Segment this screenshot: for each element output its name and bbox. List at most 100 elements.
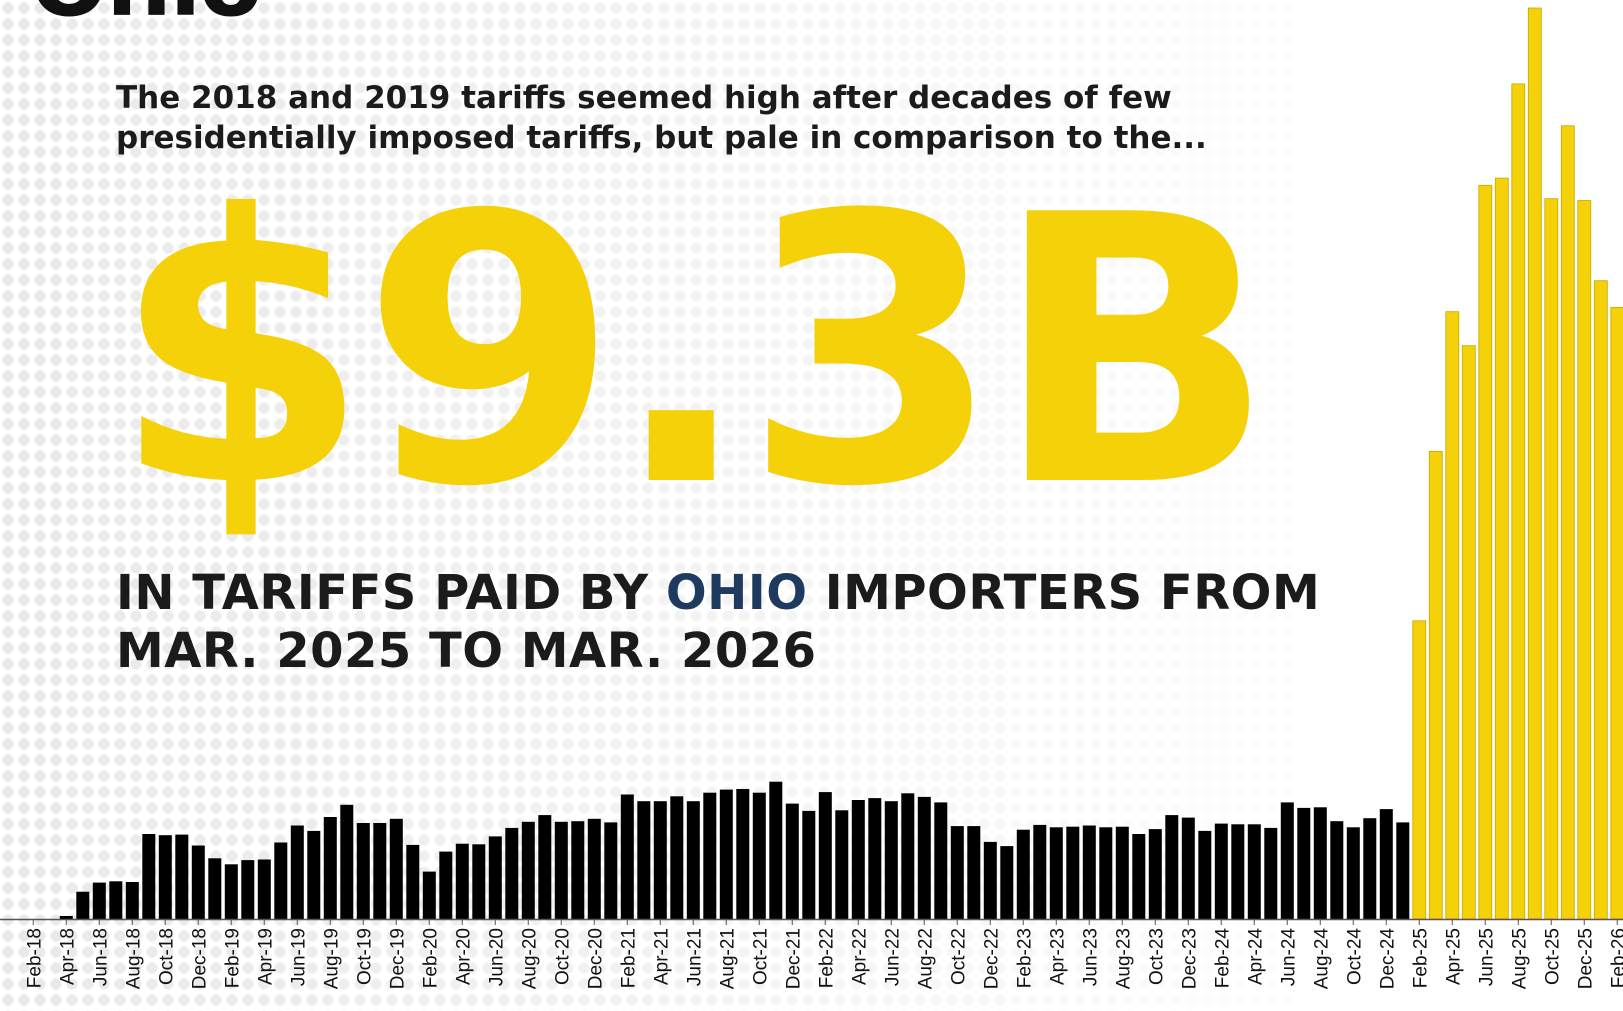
x-tick-label: Feb-18	[24, 928, 45, 988]
bar	[1214, 823, 1228, 919]
bar	[835, 810, 849, 919]
bar	[1115, 826, 1129, 919]
bar	[1066, 826, 1080, 919]
headline-state: OHIO	[665, 565, 808, 621]
x-tick-label: Aug-18	[123, 928, 144, 989]
bar	[1247, 824, 1261, 919]
bar	[1494, 177, 1509, 920]
bar	[488, 836, 502, 919]
bar	[851, 800, 865, 919]
x-tick-label: Aug-22	[915, 928, 936, 989]
x-tick-label: Oct-18	[156, 928, 177, 985]
bar	[505, 827, 519, 919]
bar	[554, 821, 568, 919]
x-tick-label: Oct-22	[948, 928, 969, 985]
bar	[587, 818, 601, 919]
bar	[769, 781, 783, 919]
bar	[1313, 807, 1327, 919]
bar	[175, 834, 189, 919]
bar	[736, 789, 750, 919]
bar	[1264, 827, 1278, 919]
bar	[158, 835, 172, 919]
bar	[290, 825, 304, 919]
bar	[967, 826, 981, 919]
bar	[241, 860, 255, 919]
bar	[1033, 824, 1047, 919]
x-tick-label: Jun-22	[882, 928, 903, 986]
bar	[1000, 846, 1014, 919]
bar	[274, 842, 288, 919]
x-tick-label: Dec-21	[783, 928, 804, 989]
x-tick-label: Jun-24	[1278, 928, 1299, 987]
bar	[1231, 824, 1245, 919]
bar	[934, 802, 948, 919]
bar	[373, 823, 387, 919]
x-tick-label: Feb-22	[816, 928, 837, 988]
x-tick-label: Aug-25	[1509, 928, 1530, 989]
bar	[142, 834, 156, 919]
bar	[472, 844, 486, 919]
headline-lead: IN TARIFFS PAID BY	[116, 565, 666, 621]
bar	[950, 826, 964, 919]
bar	[1297, 807, 1311, 919]
bar	[868, 798, 882, 919]
bar	[76, 891, 90, 919]
bar	[1181, 817, 1195, 919]
bar	[356, 823, 370, 919]
bar	[719, 789, 733, 919]
bar	[1560, 125, 1575, 920]
x-tick-label: Aug-23	[1113, 928, 1134, 989]
x-tick-label: Dec-18	[189, 928, 210, 989]
bar	[1478, 184, 1493, 920]
bar	[1132, 834, 1146, 919]
x-tick-label: Feb-26	[1608, 928, 1623, 988]
bar	[1198, 830, 1212, 919]
bar	[901, 793, 915, 919]
bar	[109, 881, 123, 919]
bar	[455, 843, 469, 919]
x-tick-label: Oct-23	[1146, 928, 1167, 985]
x-tick-label: Feb-23	[1014, 928, 1035, 988]
bar	[1148, 829, 1162, 919]
x-tick-label: Dec-23	[1179, 928, 1200, 989]
bar	[389, 818, 403, 919]
bar	[884, 801, 898, 919]
bar	[125, 882, 139, 919]
bar	[571, 821, 585, 919]
x-tick-label: Apr-18	[57, 928, 78, 985]
x-tick-label: Jun-23	[1080, 928, 1101, 986]
x-tick-label: Apr-21	[651, 928, 672, 985]
state-title: Ohio	[30, 0, 262, 30]
bar	[257, 859, 271, 919]
bar	[1428, 450, 1443, 920]
x-tick-label: Feb-20	[420, 928, 441, 988]
bar	[208, 858, 222, 919]
bar	[818, 792, 832, 919]
x-tick-label: Jun-20	[486, 928, 507, 986]
bar	[340, 804, 354, 919]
bar	[703, 792, 717, 919]
bar	[1280, 802, 1294, 919]
bar	[406, 844, 420, 919]
bar	[1346, 827, 1360, 919]
bar	[1445, 311, 1460, 920]
x-tick-label: Oct-25	[1542, 928, 1563, 985]
total-tariffs-number: $9.3B	[112, 138, 1275, 568]
bar	[1049, 827, 1063, 919]
x-tick-label: Dec-19	[387, 928, 408, 989]
x-tick-label: Aug-19	[321, 928, 342, 989]
bar	[670, 796, 684, 919]
bar	[1016, 829, 1030, 919]
bar	[604, 822, 618, 919]
x-tick-label: Apr-24	[1245, 928, 1266, 985]
x-tick-label: Apr-23	[1047, 928, 1068, 985]
bar	[653, 801, 667, 919]
x-tick-label: Apr-20	[453, 928, 474, 985]
x-tick-label: Oct-19	[354, 928, 375, 985]
x-tick-label: Feb-24	[1212, 928, 1233, 989]
x-tick-label: Jun-18	[90, 928, 111, 986]
bar	[92, 882, 106, 919]
x-tick-label: Apr-25	[1443, 928, 1464, 985]
x-tick-label: Apr-22	[849, 928, 870, 985]
